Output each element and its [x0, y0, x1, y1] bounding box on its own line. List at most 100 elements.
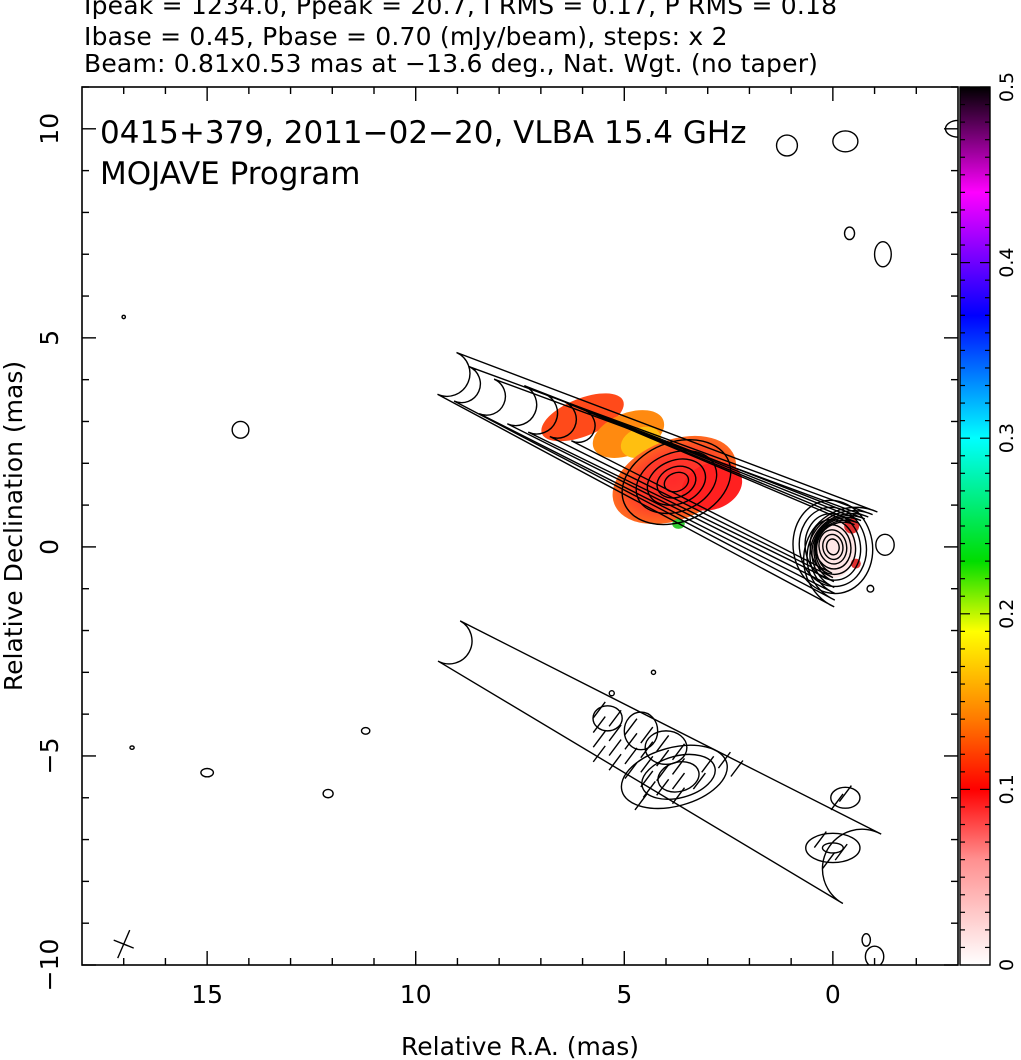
noise-contour — [866, 584, 875, 593]
polarization-vector — [640, 770, 654, 788]
noise-contour — [360, 726, 371, 735]
intensity-contour — [549, 401, 859, 579]
y-tick-label: −5 — [35, 738, 64, 775]
y-axis-label: Relative Declination (mas) — [0, 361, 28, 691]
polarization-vector — [592, 745, 606, 763]
core-contour — [809, 518, 857, 576]
intensity-contour — [646, 458, 707, 506]
pol-contour — [641, 753, 716, 800]
polarization-vector — [671, 743, 686, 761]
pol-contour — [623, 711, 659, 751]
x-axis-label: Relative R.A. (mas) — [401, 1032, 639, 1060]
pol-contour — [657, 761, 700, 793]
total-intensity-contours — [121, 119, 958, 608]
noise-contour — [843, 226, 856, 241]
polarization-vector — [592, 701, 606, 719]
polarization-vector — [624, 762, 638, 780]
polarization-vector — [592, 730, 606, 748]
core-contour — [818, 529, 848, 565]
plot-frame — [81, 86, 959, 966]
intensity-contour — [621, 438, 732, 526]
polarization-vector — [656, 734, 670, 752]
noise-contour — [129, 745, 135, 750]
x-tick-label: 10 — [400, 980, 432, 1009]
polarization-vector — [838, 785, 852, 803]
chart-subtitle: MOJAVE Program — [100, 156, 360, 192]
colorbar-ticks — [960, 86, 990, 966]
header-line-1: Ipeak = 1234.0, Ppeak = 20.7, I RMS = 0.… — [84, 0, 838, 20]
noise-contour — [864, 945, 885, 965]
x-tick-label: 15 — [191, 980, 223, 1009]
polarization-vector — [834, 843, 848, 861]
intensity-contour — [527, 393, 862, 583]
polarization-vector — [640, 741, 654, 759]
polarization-blob — [681, 461, 743, 511]
colorbar-tick-label: 0.3 — [996, 423, 1018, 453]
core-contour — [814, 524, 852, 570]
axis-ticks — [82, 86, 958, 966]
pol-contour — [620, 744, 728, 810]
pol-contour — [830, 786, 861, 809]
y-tick-label: 10 — [35, 113, 64, 145]
polarization-vector-panel — [113, 620, 885, 965]
intensity-contour — [437, 351, 878, 608]
polarization-vector — [608, 724, 622, 742]
polarization-vector — [592, 716, 606, 734]
colorbar-tick-labels: 0 0.1 0.2 0.3 0.4 0.5 — [996, 72, 1018, 971]
noise-contour — [231, 420, 250, 439]
intensity-contour — [663, 471, 690, 493]
colorbar-tick-label: 0.2 — [996, 599, 1018, 629]
plot-content — [113, 119, 958, 965]
polarization-vector — [813, 831, 827, 848]
intensity-contour — [507, 385, 866, 589]
polarization-vector — [624, 718, 638, 736]
noise-contour — [873, 240, 892, 268]
polarization-vector — [608, 753, 622, 771]
pol-contour — [592, 705, 623, 732]
core-contour — [825, 538, 840, 556]
polarization-vector — [634, 793, 648, 811]
noise-contour — [875, 533, 895, 556]
intensity-contour — [656, 465, 697, 499]
noise-contour — [861, 932, 872, 947]
polarization-vector — [640, 726, 654, 744]
core-contour — [822, 533, 844, 561]
colorbar-tick-label: 0.1 — [996, 774, 1018, 804]
polarization-vector — [701, 755, 715, 773]
colorbar-tick-label: 0.4 — [996, 247, 1018, 277]
polarization-vector — [717, 751, 731, 769]
noise-contour — [322, 788, 334, 799]
polarization-vector — [624, 732, 638, 750]
beam-minor-axis — [113, 939, 134, 949]
pol-contour — [821, 842, 844, 854]
header-line-2: Ibase = 0.45, Pbase = 0.70 (mJy/beam), s… — [84, 22, 728, 51]
polarization-vector — [656, 749, 670, 767]
chart-title: 0415+379, 2011−02−20, VLBA 15.4 GHz — [100, 115, 746, 151]
core-contour — [798, 506, 868, 588]
noise-contour — [832, 130, 859, 153]
y-tick-label: 0 — [35, 539, 64, 555]
noise-contour — [608, 690, 615, 697]
core-contour — [792, 499, 874, 595]
colorbar-tick-label: 0.5 — [996, 72, 1018, 102]
polarization-vector — [671, 757, 686, 775]
pol-contour — [805, 832, 861, 864]
noise-contour — [775, 134, 799, 157]
polarization-vector — [671, 772, 686, 790]
polarization-vector — [608, 739, 622, 757]
polarization-vector — [642, 780, 656, 798]
y-tick-label: −10 — [35, 939, 64, 992]
polarization-vector — [671, 787, 686, 805]
polarization-vector — [640, 755, 654, 773]
noise-contour — [200, 767, 215, 778]
polarization-vector — [830, 793, 844, 811]
colorbar-tick-label: 0 — [996, 959, 1018, 971]
header-line-3: Beam: 0.81x0.53 mas at −13.6 deg., Nat. … — [84, 49, 819, 78]
polarization-vector — [608, 709, 622, 727]
polarization-vector — [656, 764, 670, 782]
polarization-vector — [692, 772, 706, 790]
polarization-vector — [822, 852, 836, 869]
core-contour — [804, 512, 862, 581]
noise-contour — [650, 669, 657, 676]
